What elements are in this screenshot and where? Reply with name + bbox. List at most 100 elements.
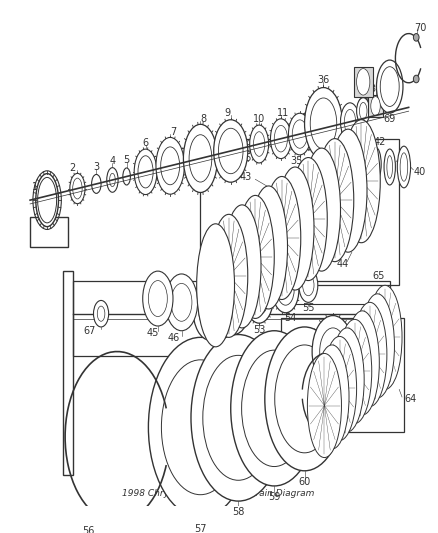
Ellipse shape — [148, 337, 252, 517]
Text: 63: 63 — [327, 394, 339, 404]
Ellipse shape — [304, 87, 343, 159]
Ellipse shape — [345, 311, 379, 415]
Ellipse shape — [92, 174, 101, 193]
Text: 61: 61 — [322, 438, 334, 448]
Ellipse shape — [184, 124, 218, 192]
Ellipse shape — [368, 285, 402, 390]
Text: 38: 38 — [355, 87, 367, 97]
Bar — [201, 139, 399, 285]
Ellipse shape — [166, 274, 198, 331]
Text: 36: 36 — [318, 75, 330, 85]
Text: 65: 65 — [372, 271, 385, 281]
Bar — [73, 280, 390, 356]
Text: 37: 37 — [344, 141, 356, 151]
Text: 69: 69 — [384, 114, 396, 124]
Text: 40: 40 — [413, 167, 426, 177]
Polygon shape — [354, 67, 373, 97]
Text: 67: 67 — [84, 326, 96, 336]
Ellipse shape — [340, 103, 360, 141]
Text: 58: 58 — [232, 507, 244, 518]
Ellipse shape — [156, 138, 184, 194]
Ellipse shape — [303, 148, 340, 271]
Bar — [281, 318, 404, 432]
Ellipse shape — [413, 34, 419, 41]
Ellipse shape — [322, 336, 357, 440]
Text: 11: 11 — [277, 108, 289, 118]
Ellipse shape — [263, 176, 301, 300]
Ellipse shape — [377, 60, 403, 113]
Text: 1998 Chrysler Sebring Gear Train Diagram: 1998 Chrysler Sebring Gear Train Diagram — [122, 489, 314, 498]
Text: 4: 4 — [110, 156, 116, 166]
Ellipse shape — [397, 146, 410, 188]
Ellipse shape — [107, 168, 118, 192]
Bar — [219, 304, 395, 375]
Ellipse shape — [193, 278, 227, 340]
Text: 8: 8 — [200, 114, 206, 124]
Text: 60: 60 — [298, 477, 311, 487]
Ellipse shape — [338, 319, 372, 424]
Text: 1: 1 — [32, 182, 38, 192]
Ellipse shape — [70, 173, 85, 204]
Ellipse shape — [265, 327, 344, 471]
Ellipse shape — [237, 196, 274, 318]
Ellipse shape — [290, 158, 327, 280]
Ellipse shape — [384, 149, 396, 185]
Ellipse shape — [123, 168, 131, 185]
Text: 43: 43 — [240, 172, 252, 182]
Ellipse shape — [245, 272, 273, 323]
Ellipse shape — [357, 69, 370, 95]
Ellipse shape — [343, 120, 380, 243]
Text: 68: 68 — [357, 98, 369, 108]
Ellipse shape — [413, 75, 419, 83]
Ellipse shape — [315, 345, 349, 449]
Ellipse shape — [143, 271, 173, 326]
Ellipse shape — [299, 268, 318, 302]
Ellipse shape — [289, 113, 311, 155]
Ellipse shape — [316, 139, 354, 262]
Text: 46: 46 — [168, 333, 180, 343]
Ellipse shape — [36, 174, 59, 227]
Text: 5: 5 — [124, 156, 130, 165]
Text: 66: 66 — [240, 152, 252, 163]
Text: 53: 53 — [253, 325, 265, 335]
Text: 56: 56 — [83, 527, 95, 533]
Ellipse shape — [370, 147, 381, 181]
Text: 62: 62 — [322, 390, 334, 400]
Ellipse shape — [307, 353, 342, 457]
Polygon shape — [368, 95, 383, 117]
Ellipse shape — [330, 328, 364, 432]
Text: 64: 64 — [404, 394, 416, 404]
Ellipse shape — [216, 274, 251, 335]
Text: 41: 41 — [398, 155, 410, 165]
Ellipse shape — [250, 125, 268, 163]
Text: 70: 70 — [414, 23, 426, 33]
Ellipse shape — [134, 149, 157, 195]
Ellipse shape — [210, 214, 248, 337]
Ellipse shape — [191, 335, 286, 501]
Ellipse shape — [272, 268, 299, 313]
Text: 57: 57 — [194, 523, 207, 533]
Ellipse shape — [371, 96, 380, 116]
Ellipse shape — [329, 129, 367, 252]
Ellipse shape — [93, 301, 109, 327]
Text: 54: 54 — [284, 313, 297, 324]
Text: 10: 10 — [253, 115, 265, 124]
Text: 3: 3 — [93, 162, 99, 172]
Ellipse shape — [250, 186, 287, 309]
Ellipse shape — [360, 294, 395, 398]
Ellipse shape — [271, 119, 291, 158]
Text: 44: 44 — [336, 260, 349, 270]
Ellipse shape — [231, 331, 318, 486]
Text: 35: 35 — [291, 156, 303, 166]
Ellipse shape — [223, 205, 261, 328]
Ellipse shape — [214, 120, 248, 182]
Ellipse shape — [353, 302, 387, 407]
Text: 42: 42 — [373, 138, 385, 148]
Text: 45: 45 — [147, 328, 159, 337]
Ellipse shape — [312, 316, 354, 387]
Ellipse shape — [276, 167, 314, 290]
Text: 9: 9 — [225, 108, 231, 118]
Text: 51: 51 — [194, 344, 207, 354]
Text: 59: 59 — [268, 492, 280, 502]
Text: 6: 6 — [142, 139, 148, 149]
